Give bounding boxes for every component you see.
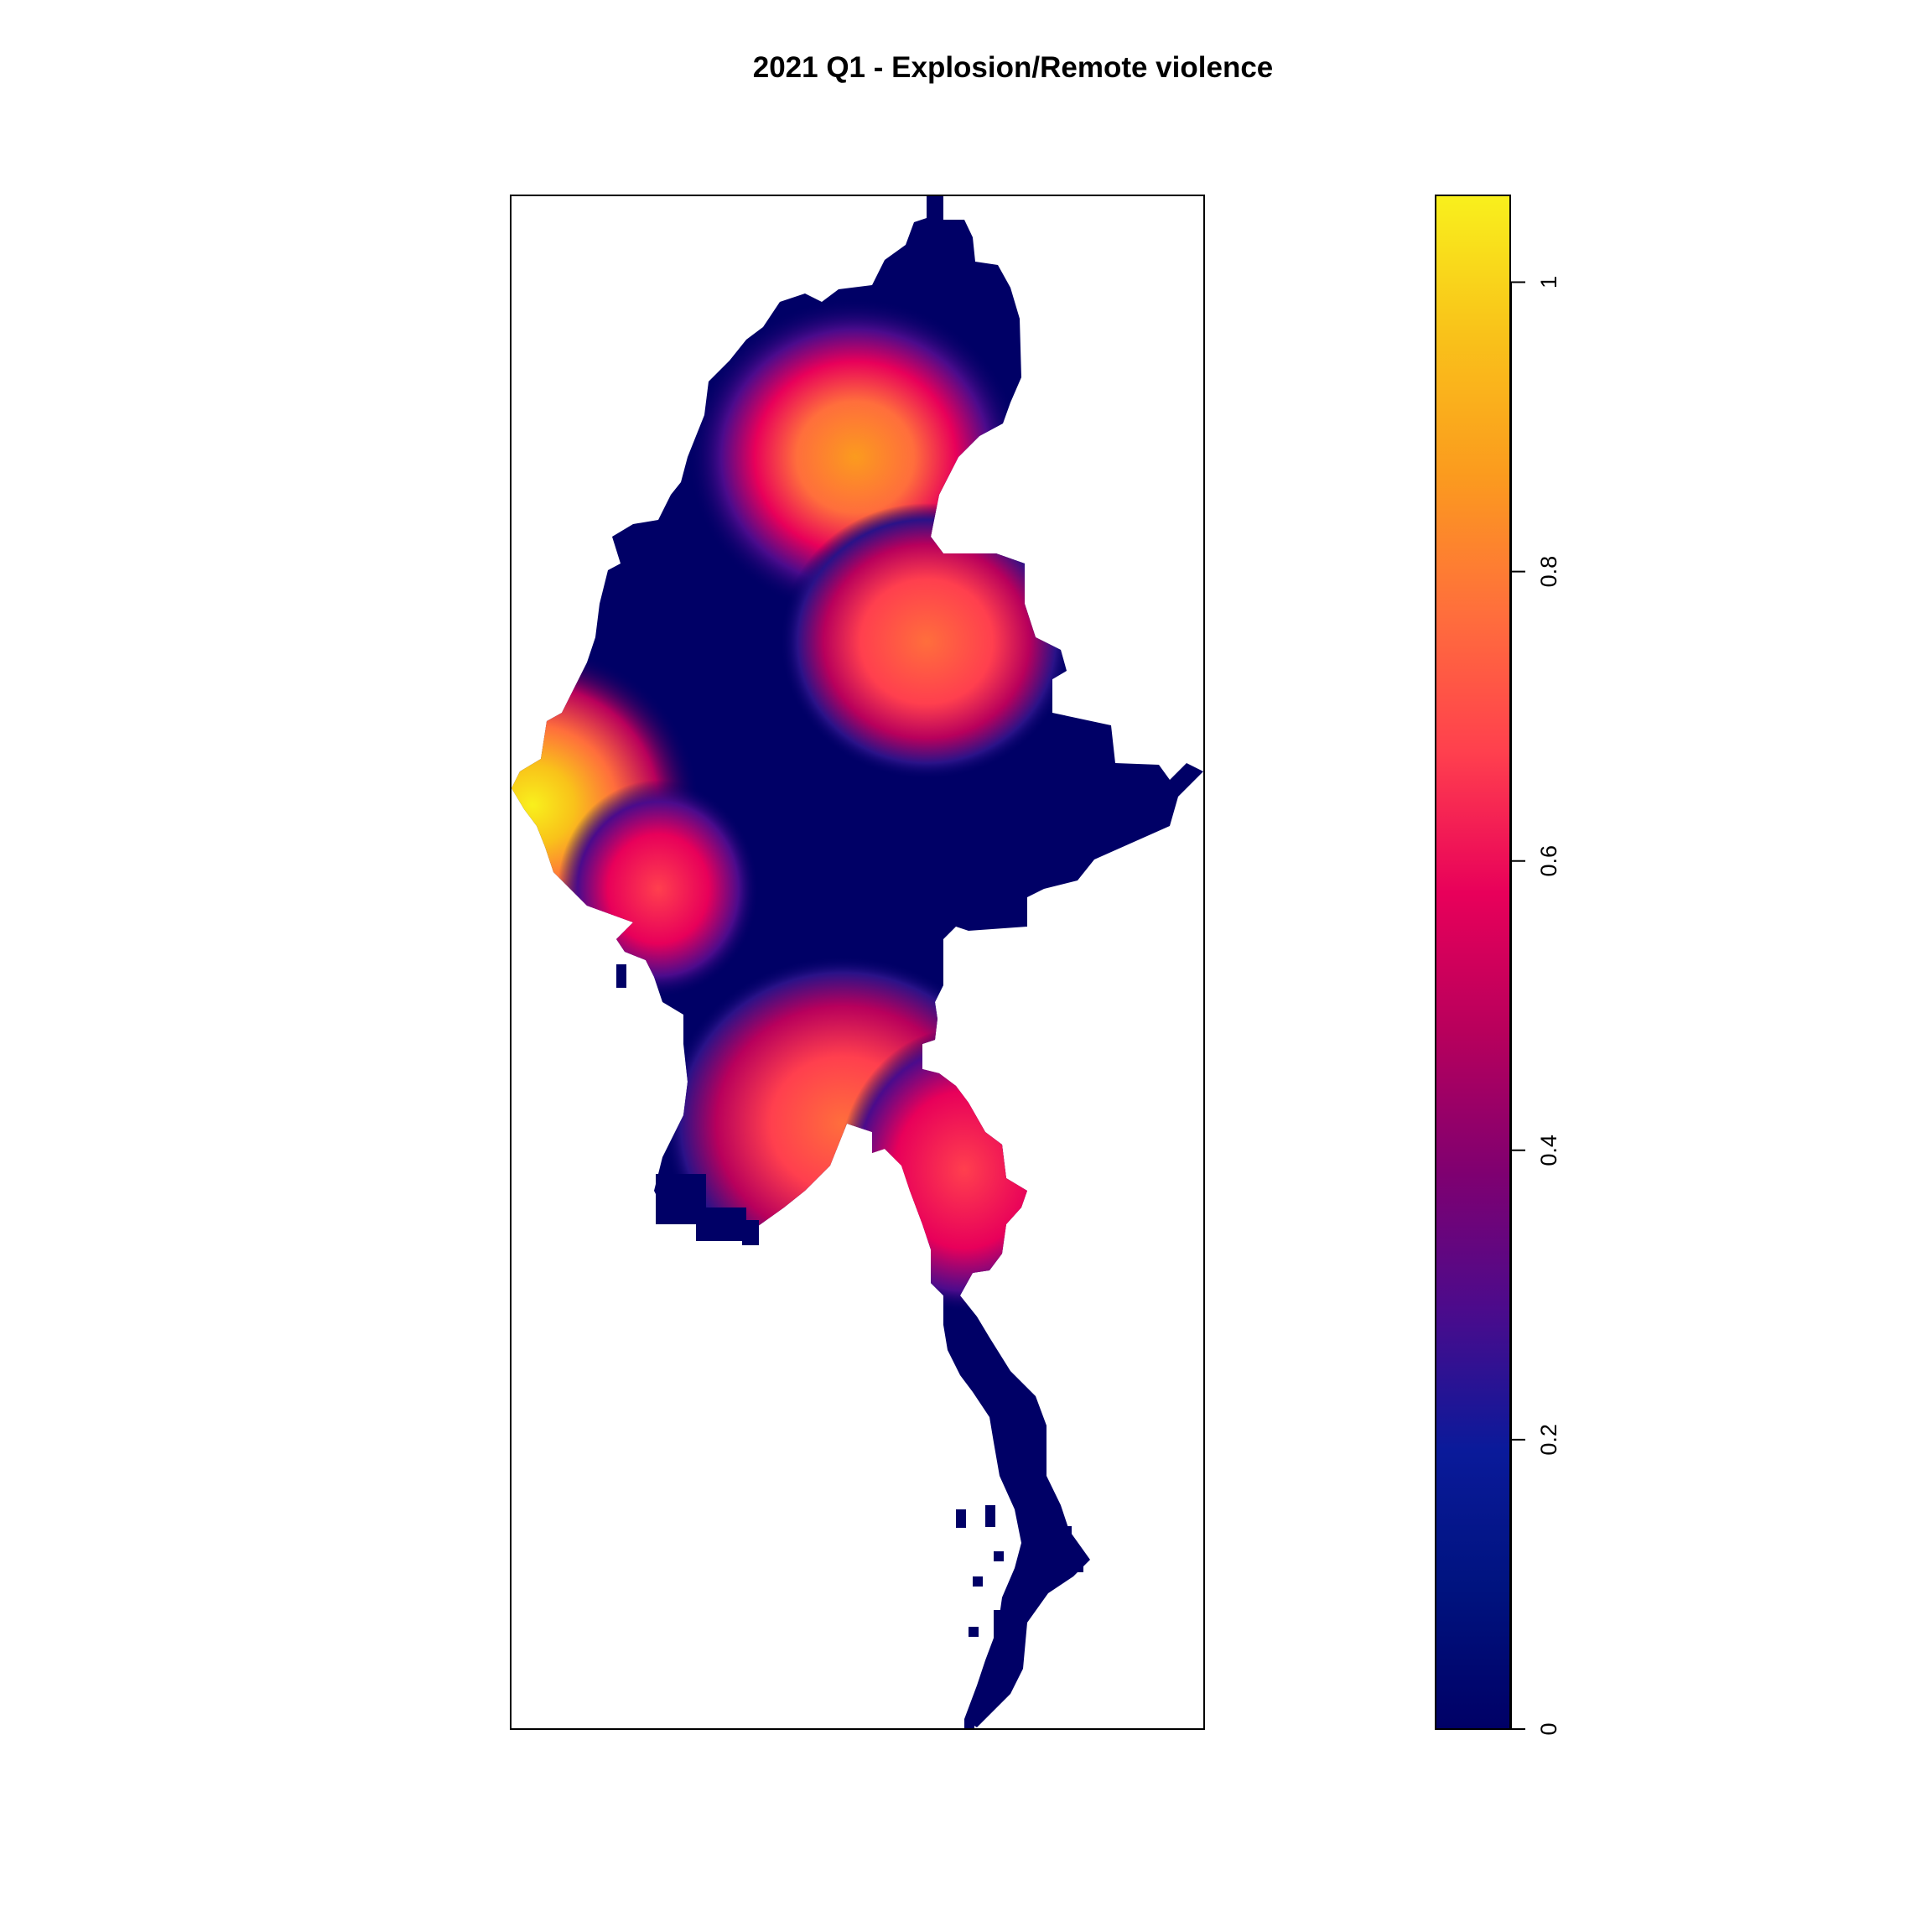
- color-legend: 0 0.2 0.4 0.6 0.8 1: [1435, 195, 1561, 1736]
- hotspot-west-central: [558, 780, 759, 998]
- country-heatmap: [512, 195, 1203, 1727]
- hotspot-north-central: [780, 503, 1073, 780]
- legend-axis: 0 0.2 0.4 0.6 0.8 1: [1510, 276, 1561, 1736]
- legend-tick-label: 0.6: [1536, 845, 1561, 877]
- legend-tick-label: 0.2: [1536, 1424, 1561, 1456]
- legend-colorbar: [1436, 195, 1510, 1729]
- legend-tick-label: 0: [1536, 1722, 1561, 1735]
- legend-tick-label: 0.4: [1536, 1135, 1561, 1166]
- map-panel: [510, 195, 1205, 1730]
- map-frame: [510, 195, 1205, 1730]
- legend-tick-label: 0.8: [1536, 556, 1561, 588]
- legend-tick-label: 1: [1536, 276, 1561, 288]
- chart-title: 2021 Q1 - Explosion/Remote violence: [753, 51, 1274, 84]
- hotspot-east: [839, 1027, 1090, 1312]
- coastal-islands: [616, 964, 1083, 1729]
